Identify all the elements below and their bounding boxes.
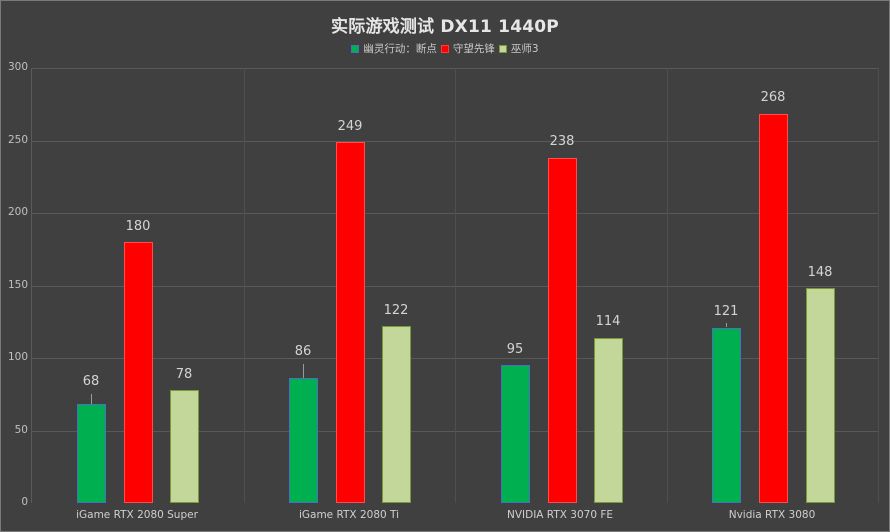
- y-tick: 150: [7, 278, 28, 291]
- bar-witcher3-3080[interactable]: [806, 288, 835, 503]
- bar-witcher3-2080super[interactable]: [170, 389, 199, 503]
- legend-label: 巫师3: [510, 43, 539, 55]
- chart-legend: 幽灵行动：断点 守望先锋 巫师3: [0, 41, 890, 56]
- label-leader-line: [91, 394, 92, 404]
- legend-swatch-icon: [498, 44, 507, 53]
- bar-value-label: 78: [175, 367, 193, 382]
- plot-area: 68 180 78 86 249 122 95 238 114 121 268 …: [31, 68, 879, 503]
- bar-value-label: 121: [713, 304, 739, 319]
- bar-value-label: 268: [760, 90, 786, 105]
- legend-item-overwatch[interactable]: 守望先锋: [440, 41, 495, 56]
- y-tick: 100: [7, 351, 28, 363]
- bar-value-label: 180: [125, 219, 151, 234]
- bar-value-label: 238: [549, 134, 575, 149]
- bar-ghost-recon-2080ti[interactable]: [289, 378, 318, 503]
- bar-value-label: 95: [506, 342, 524, 357]
- x-category-label: NVIDIA RTX 3070 FE: [506, 509, 614, 521]
- bar-witcher3-3070fe[interactable]: [594, 337, 623, 503]
- bar-value-label: 68: [82, 374, 100, 389]
- bar-ghost-recon-3070fe[interactable]: [501, 365, 530, 503]
- category-separator: [878, 68, 879, 503]
- bar-value-label: 148: [807, 265, 833, 280]
- legend-label: 守望先锋: [452, 43, 495, 55]
- bar-witcher3-2080ti[interactable]: [382, 326, 411, 503]
- x-category-label: Nvidia RTX 3080: [728, 509, 816, 521]
- bar-overwatch-2080super[interactable]: [124, 242, 153, 503]
- bar-overwatch-3080[interactable]: [759, 114, 788, 503]
- legend-swatch-icon: [351, 44, 360, 53]
- label-leader-line: [726, 323, 727, 327]
- y-tick: 0: [21, 496, 28, 508]
- y-tick: 50: [14, 423, 28, 436]
- x-category-label: iGame RTX 2080 Ti: [298, 509, 400, 521]
- label-leader-line: [303, 364, 304, 378]
- x-category-label: iGame RTX 2080 Super: [76, 509, 198, 521]
- category-separator: [244, 68, 245, 503]
- bar-overwatch-3070fe[interactable]: [548, 157, 577, 503]
- bar-ghost-recon-3080[interactable]: [712, 327, 741, 503]
- legend-item-ghost-recon[interactable]: 幽灵行动：断点: [351, 41, 437, 56]
- legend-label: 幽灵行动：断点: [363, 43, 437, 55]
- bar-value-label: 114: [595, 314, 621, 329]
- bar-value-label: 122: [383, 303, 409, 318]
- y-tick: 250: [7, 133, 28, 146]
- y-tick: 300: [7, 61, 28, 73]
- bar-ghost-recon-2080super[interactable]: [77, 404, 106, 503]
- category-separator: [667, 68, 668, 503]
- bar-value-label: 86: [294, 344, 312, 359]
- y-tick: 200: [7, 206, 28, 218]
- bar-value-label: 249: [337, 119, 363, 134]
- bar-overwatch-2080ti[interactable]: [336, 142, 365, 503]
- category-separator: [455, 68, 456, 503]
- legend-item-witcher3[interactable]: 巫师3: [498, 41, 539, 56]
- legend-swatch-icon: [440, 44, 449, 53]
- chart-title: 实际游戏测试 DX11 1440P: [331, 17, 559, 37]
